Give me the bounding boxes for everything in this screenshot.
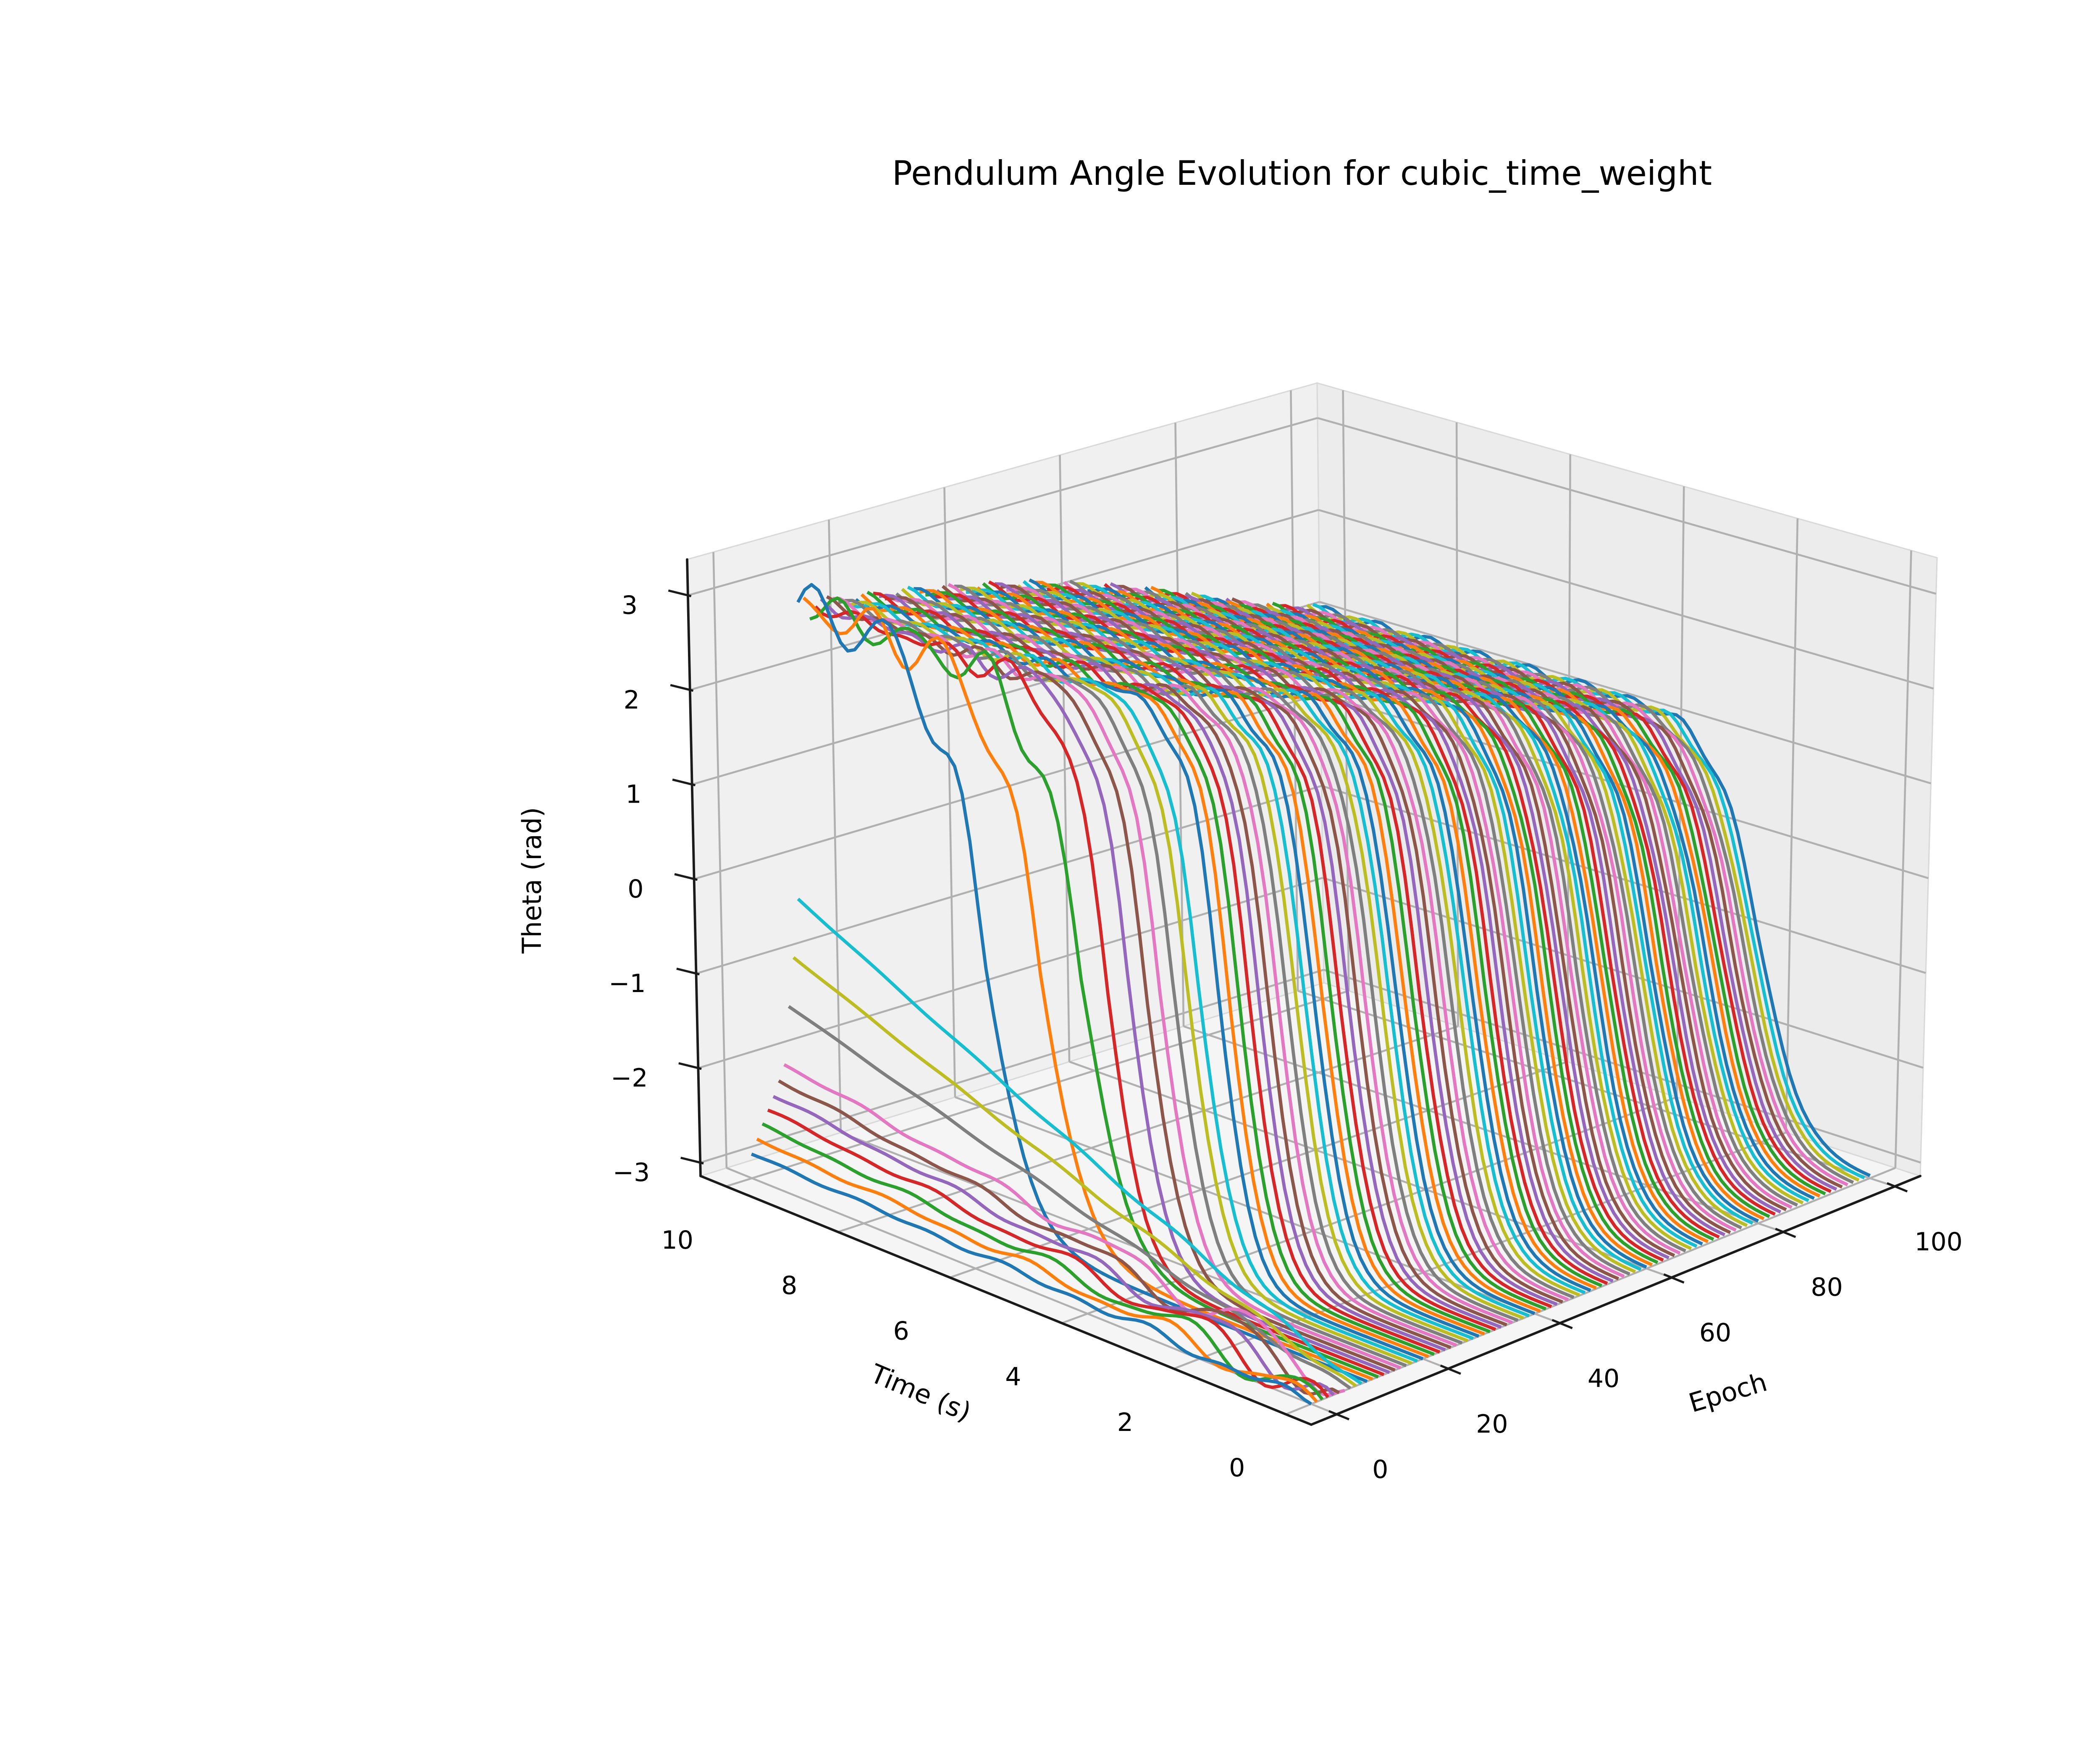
z-axis-label: Theta (rad) [517, 807, 547, 954]
grid-theta-right [1317, 417, 1937, 595]
epoch-curve [788, 1005, 1352, 1390]
epoch-curve [890, 596, 1457, 1347]
epoch-curve [982, 582, 1547, 1311]
epoch-curve [767, 1108, 1329, 1399]
grid-theta-left [688, 417, 1318, 596]
theta-tick-mark [674, 873, 698, 881]
epoch-tick-label: 80 [1811, 1273, 1843, 1302]
epoch-tick-mark [1663, 1273, 1685, 1284]
theta-tick-mark [672, 778, 696, 787]
time-tick-label: 8 [781, 1271, 797, 1300]
theta-tick-label: −2 [611, 1063, 648, 1093]
theta-tick-mark [678, 1062, 702, 1070]
time-tick-mark [830, 1228, 851, 1238]
epoch-curve [772, 1095, 1335, 1396]
epoch-tick-mark [1551, 1319, 1573, 1329]
epoch-tick-label: 40 [1588, 1364, 1620, 1393]
time-tick-mark [1166, 1364, 1187, 1375]
grid-time-wall [1785, 518, 1799, 1133]
z-axis-spine [686, 558, 702, 1177]
epoch-curve [826, 595, 1396, 1372]
epoch-axis-spine [1310, 1175, 1922, 1426]
epoch-tick-mark [1328, 1410, 1350, 1420]
epoch-tick-mark [1775, 1228, 1796, 1238]
time-tick-mark [942, 1273, 963, 1284]
grid-epoch-wall [1059, 455, 1071, 1062]
epoch-curve [971, 590, 1536, 1315]
grid-epoch-floor [955, 1096, 1560, 1324]
epoch-curve [751, 1152, 1312, 1406]
epoch-curve [814, 605, 1385, 1376]
time-axis-spine [699, 1175, 1312, 1426]
x-axis-label: Time (s) [866, 1358, 976, 1428]
epoch-curve [879, 593, 1446, 1352]
chart-title: Pendulum Angle Evolution for cubic_time_… [892, 154, 1712, 193]
theta-tick-label: 2 [624, 685, 640, 715]
theta-tick-label: 3 [622, 591, 638, 620]
epoch-curve [797, 898, 1362, 1385]
epoch-tick-label: 20 [1476, 1410, 1508, 1439]
theta-tick-label: −3 [613, 1158, 650, 1187]
time-tick-label: 2 [1117, 1408, 1133, 1437]
tick-marks [668, 589, 1908, 1420]
epoch-curve [855, 598, 1424, 1360]
epoch-curve [976, 586, 1541, 1313]
grid-theta-right [1318, 509, 1934, 690]
epoch-curve [1022, 580, 1586, 1294]
time-tick-label: 10 [662, 1226, 693, 1255]
epoch-tick-mark [1440, 1364, 1461, 1375]
time-tick-label: 4 [1005, 1362, 1021, 1391]
time-tick-mark [718, 1182, 739, 1193]
theta-tick-mark [680, 1157, 704, 1165]
epoch-tick-mark [1887, 1182, 1908, 1193]
time-tick-mark [1053, 1319, 1075, 1329]
theta-tick-mark [668, 589, 692, 597]
epoch-curve [860, 593, 1429, 1358]
grid-theta-right [1319, 601, 1932, 785]
theta-tick-mark [676, 967, 700, 976]
axis-spines [686, 558, 1922, 1426]
epoch-curve [873, 591, 1441, 1354]
epoch-curve [783, 1063, 1345, 1396]
epoch-curve [756, 1137, 1318, 1403]
theta-tick-label: 0 [627, 874, 643, 904]
theta-tick-mark [670, 684, 694, 692]
time-tick-label: 0 [1229, 1453, 1245, 1483]
epoch-curve [1000, 584, 1563, 1304]
epoch-curve [820, 598, 1390, 1374]
epoch-curve [761, 1122, 1324, 1401]
epoch-curve [1041, 583, 1603, 1287]
grid-epoch-wall [712, 552, 728, 1168]
grid-time-wall [1894, 550, 1912, 1168]
epoch-curve [778, 1079, 1340, 1396]
epoch-curve [1081, 585, 1642, 1271]
grid-time-floor [725, 990, 1349, 1187]
epoch-tick-label: 100 [1914, 1227, 1963, 1257]
epoch-curve [930, 593, 1496, 1331]
theta-tick-label: −1 [609, 969, 646, 998]
epoch-curve [959, 586, 1524, 1320]
epoch-curve [849, 602, 1418, 1363]
epoch-tick-label: 60 [1699, 1318, 1731, 1348]
time-tick-label: 6 [893, 1317, 909, 1346]
theta-tick-label: 1 [625, 780, 641, 809]
epoch-curve [809, 596, 1379, 1378]
epoch-trajectories [751, 578, 1871, 1406]
epoch-tick-label: 0 [1372, 1455, 1388, 1484]
epoch-curve [792, 956, 1357, 1387]
y-axis-label: Epoch [1685, 1366, 1771, 1418]
time-tick-mark [1277, 1410, 1299, 1420]
